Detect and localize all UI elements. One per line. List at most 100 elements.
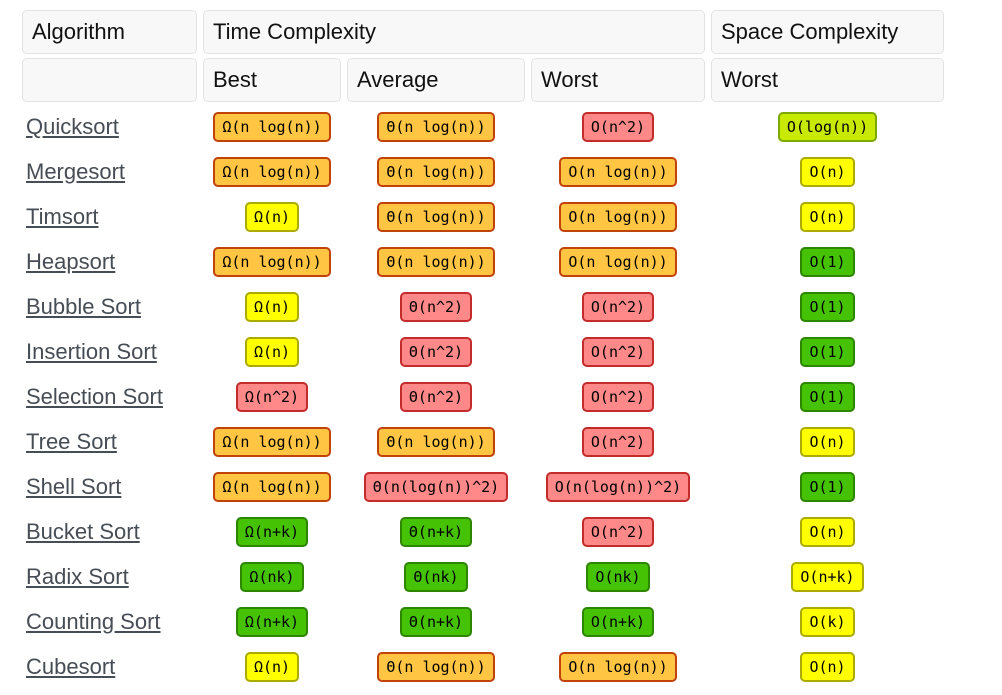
complexity-badge: O(n log(n)): [559, 201, 677, 232]
complexity-badge: Ω(n): [244, 336, 300, 367]
space-worst-cell: O(n): [711, 646, 944, 687]
complexity-badge: O(n log(n)): [559, 246, 677, 277]
algorithm-cell: Insertion Sort: [22, 331, 197, 372]
algorithm-link[interactable]: Timsort: [26, 203, 99, 229]
complexity-badge: Ω(n+k): [235, 516, 309, 547]
best-cell: Ω(n): [203, 286, 341, 327]
complexity-badge: Ω(n log(n)): [213, 156, 331, 187]
table-row: Quicksort Ω(n log(n)) Θ(n log(n)) O(n^2) O(l…: [22, 106, 944, 147]
best-cell: Ω(n): [203, 331, 341, 372]
complexity-badge: O(n^2): [581, 426, 655, 457]
algorithm-link[interactable]: Bucket Sort: [26, 518, 140, 544]
algorithm-link[interactable]: Tree Sort: [26, 428, 117, 454]
worst-cell: O(n^2): [531, 511, 705, 552]
complexity-badge: O(n): [800, 651, 855, 682]
worst-cell: O(n^2): [531, 421, 705, 462]
space-worst-cell: O(n): [711, 196, 944, 237]
table-row: Insertion Sort Ω(n) Θ(n^2) O(n^2) O(1): [22, 331, 944, 372]
algorithm-link[interactable]: Counting Sort: [26, 608, 161, 634]
algorithm-link[interactable]: Selection Sort: [26, 383, 163, 409]
complexity-badge: O(n): [800, 201, 855, 232]
space-worst-cell: O(n+k): [711, 556, 944, 597]
worst-cell: O(n^2): [531, 106, 705, 147]
complexity-badge: Ω(n): [244, 201, 300, 232]
best-cell: Ω(n log(n)): [203, 421, 341, 462]
complexity-badge: Θ(n log(n)): [377, 651, 495, 682]
space-worst-cell: O(n): [711, 151, 944, 192]
algorithm-cell: Cubesort: [22, 646, 197, 687]
table-row: Shell Sort Ω(n log(n)) Θ(n(log(n))^2) O(n(l…: [22, 466, 944, 507]
algorithm-cell: Timsort: [22, 196, 197, 237]
worst-cell: O(n^2): [531, 286, 705, 327]
average-cell: Θ(n^2): [347, 331, 525, 372]
space-worst-cell: O(1): [711, 241, 944, 282]
complexity-badge: O(1): [800, 471, 855, 502]
best-cell: Ω(n log(n)): [203, 241, 341, 282]
table-row: Bucket Sort Ω(n+k) Θ(n+k) O(n^2) O(n): [22, 511, 944, 552]
complexity-badge: O(1): [800, 381, 855, 412]
space-worst-cell: O(n): [711, 421, 944, 462]
complexity-badge: O(n^2): [581, 291, 655, 322]
complexity-badge: O(k): [800, 606, 855, 637]
algorithm-link[interactable]: Radix Sort: [26, 563, 129, 589]
header-space-worst: Worst: [711, 58, 944, 102]
algorithm-link[interactable]: Cubesort: [26, 653, 116, 679]
table-row: Mergesort Ω(n log(n)) Θ(n log(n)) O(n log(n…: [22, 151, 944, 192]
average-cell: Θ(n log(n)): [347, 196, 525, 237]
complexity-badge: Θ(n log(n)): [377, 201, 495, 232]
algorithm-cell: Heapsort: [22, 241, 197, 282]
sorting-complexity-table: Algorithm Time Complexity Space Complexi…: [16, 6, 950, 691]
complexity-badge: Ω(n log(n)): [213, 471, 331, 502]
average-cell: Θ(nk): [347, 556, 525, 597]
algorithm-link[interactable]: Shell Sort: [26, 473, 122, 499]
complexity-badge: O(n): [800, 156, 855, 187]
table-row: Tree Sort Ω(n log(n)) Θ(n log(n)) O(n^2) O(n…: [22, 421, 944, 462]
algorithm-link[interactable]: Mergesort: [26, 158, 126, 184]
complexity-badge: O(1): [800, 246, 855, 277]
complexity-badge: O(log(n)): [777, 111, 878, 142]
worst-cell: O(n log(n)): [531, 241, 705, 282]
complexity-badge: O(n): [800, 516, 855, 547]
complexity-badge: O(n^2): [581, 111, 655, 142]
complexity-badge: O(n): [800, 426, 855, 457]
complexity-badge: Ω(n): [244, 651, 300, 682]
average-cell: Θ(n log(n)): [347, 106, 525, 147]
complexity-badge: Θ(n log(n)): [377, 156, 495, 187]
complexity-badge: O(n+k): [791, 561, 864, 592]
average-cell: Θ(n^2): [347, 286, 525, 327]
algorithm-cell: Radix Sort: [22, 556, 197, 597]
worst-cell: O(n log(n)): [531, 196, 705, 237]
average-cell: Θ(n log(n)): [347, 241, 525, 282]
algorithm-link[interactable]: Bubble Sort: [26, 293, 141, 319]
best-cell: Ω(n+k): [203, 601, 341, 642]
worst-cell: O(n^2): [531, 331, 705, 372]
header-empty-cell: [22, 58, 197, 102]
header-best: Best: [203, 58, 341, 102]
complexity-badge: Θ(n log(n)): [377, 246, 495, 277]
algorithm-cell: Tree Sort: [22, 421, 197, 462]
best-cell: Ω(nk): [203, 556, 341, 597]
complexity-badge: O(n^2): [581, 381, 655, 412]
average-cell: Θ(n log(n)): [347, 151, 525, 192]
average-cell: Θ(n+k): [347, 511, 525, 552]
header-average: Average: [347, 58, 525, 102]
complexity-badge: Ω(nk): [240, 561, 304, 592]
worst-cell: O(n^2): [531, 376, 705, 417]
algorithm-link[interactable]: Quicksort: [26, 113, 119, 139]
header-row-subcolumns: Best Average Worst Worst: [22, 58, 944, 102]
header-algorithm: Algorithm: [22, 10, 197, 54]
algorithm-link[interactable]: Insertion Sort: [26, 338, 157, 364]
complexity-badge: Θ(n+k): [399, 606, 473, 637]
algorithm-cell: Selection Sort: [22, 376, 197, 417]
table-row: Bubble Sort Ω(n) Θ(n^2) O(n^2) O(1): [22, 286, 944, 327]
average-cell: Θ(n+k): [347, 601, 525, 642]
complexity-badge: Ω(n^2): [235, 381, 309, 412]
complexity-badge: O(1): [800, 336, 855, 367]
best-cell: Ω(n+k): [203, 511, 341, 552]
worst-cell: O(n log(n)): [531, 646, 705, 687]
best-cell: Ω(n log(n)): [203, 466, 341, 507]
complexity-badge: O(n(log(n))^2): [545, 471, 691, 502]
best-cell: Ω(n): [203, 646, 341, 687]
algorithm-link[interactable]: Heapsort: [26, 248, 116, 274]
